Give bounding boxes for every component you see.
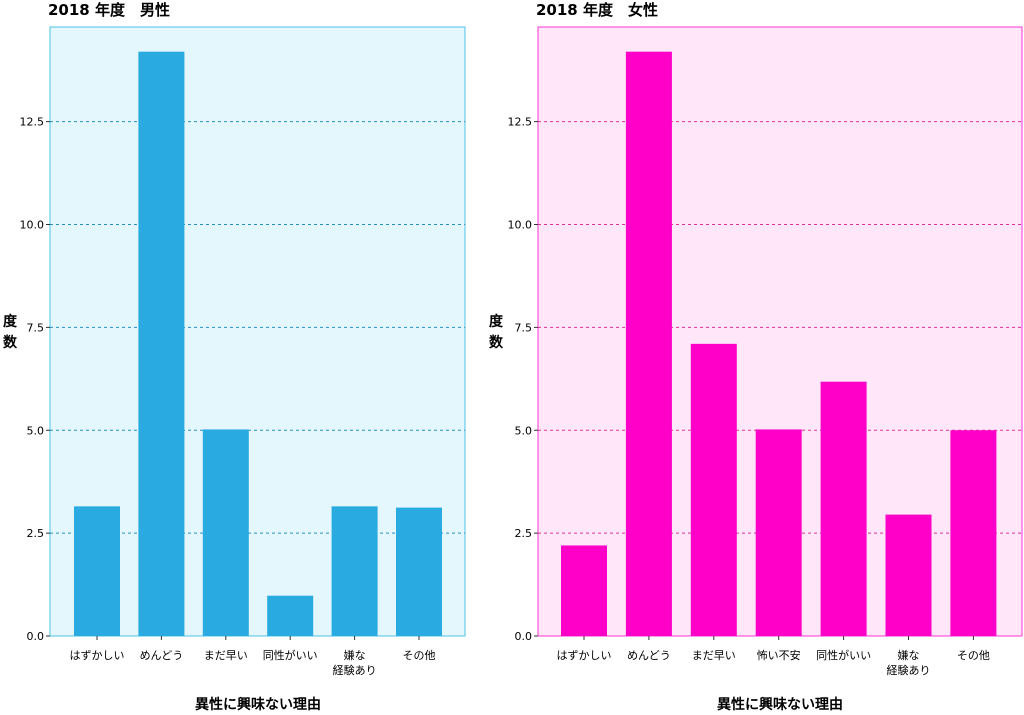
bar-female-2 xyxy=(690,343,737,636)
x-axis-label-female: 異性に興味ない理由 xyxy=(717,696,843,713)
bar-female-6 xyxy=(950,430,997,636)
y-tick-label-male: 2.5 xyxy=(27,527,45,540)
y-tick-label-male: 7.5 xyxy=(27,321,45,334)
x-tick-label-male-3: 同性がいい xyxy=(263,648,318,662)
y-tick-label-female: 0.0 xyxy=(515,630,533,643)
bar-female-3 xyxy=(755,429,802,636)
x-tick-label-female-5: 経験あり xyxy=(887,663,931,677)
x-tick-label-male-5: その他 xyxy=(403,649,436,662)
bar-female-5 xyxy=(885,514,932,636)
y-axis-label-female-2: 数 xyxy=(489,334,504,351)
y-ticks-female: 0.0 2.5 5.0 7.5 10.0 12.5 xyxy=(508,116,538,643)
x-tick-label-female-4: 同性がいい xyxy=(816,648,871,662)
y-tick-label-male: 10.0 xyxy=(20,219,45,232)
bar-male-1 xyxy=(138,51,185,636)
bar-male-0 xyxy=(74,506,120,636)
y-tick-label-female: 7.5 xyxy=(515,321,533,334)
y-tick-label-female: 2.5 xyxy=(515,527,533,540)
x-tick-label-female-0: はずかしい xyxy=(557,649,612,662)
bar-female-4 xyxy=(820,381,867,636)
y-tick-label-male: 12.5 xyxy=(20,116,45,129)
x-tick-label-female-5: 嫌な xyxy=(898,648,920,662)
x-tick-label-female-1: めんどう xyxy=(627,649,671,662)
chart-male: 2018 年度 男性 0.0 2.5 5.0 7.5 10.0 12.5 はずかしい めんど… xyxy=(3,1,466,713)
y-ticks-male: 0.0 2.5 5.0 7.5 10.0 12.5 xyxy=(20,116,50,643)
x-tick-label-male-0: はずかしい xyxy=(70,649,125,662)
y-axis-label-male-2: 数 xyxy=(3,334,18,351)
x-axis-label-male: 異性に興味ない理由 xyxy=(195,696,321,713)
bars-male xyxy=(74,51,442,636)
y-tick-label-male: 5.0 xyxy=(27,424,45,437)
bar-male-2 xyxy=(202,429,249,636)
chart-title-female: 2018 年度 女性 xyxy=(536,1,658,19)
x-tick-label-male-4: 経験あり xyxy=(333,663,377,677)
x-tick-label-female-3: 怖い不安 xyxy=(757,648,801,662)
bar-female-1 xyxy=(625,51,672,636)
x-tick-label-female-6: その他 xyxy=(957,649,990,662)
bar-male-5 xyxy=(396,507,442,636)
chart-female: 2018 年度 女性 0.0 2.5 5.0 7.5 10.0 12.5 はずかしい めんど… xyxy=(489,1,1023,713)
y-axis-label-female-1: 度 xyxy=(489,313,504,330)
x-tick-label-female-2: まだ早い xyxy=(692,649,736,662)
bar-female-0 xyxy=(561,545,607,636)
bar-male-4 xyxy=(331,506,378,636)
bars-female xyxy=(561,51,997,636)
x-tick-label-male-1: めんどう xyxy=(140,649,184,662)
y-axis-label-male-1: 度 xyxy=(3,313,18,330)
chart-title-male: 2018 年度 男性 xyxy=(48,1,170,19)
y-tick-label-female: 5.0 xyxy=(515,424,533,437)
x-tick-label-male-2: まだ早い xyxy=(204,649,248,662)
y-tick-label-female: 12.5 xyxy=(508,116,533,129)
y-tick-label-male: 0.0 xyxy=(27,630,45,643)
bar-male-3 xyxy=(267,595,314,636)
x-tick-label-male-4: 嫌な xyxy=(344,648,366,662)
y-tick-label-female: 10.0 xyxy=(508,219,533,232)
